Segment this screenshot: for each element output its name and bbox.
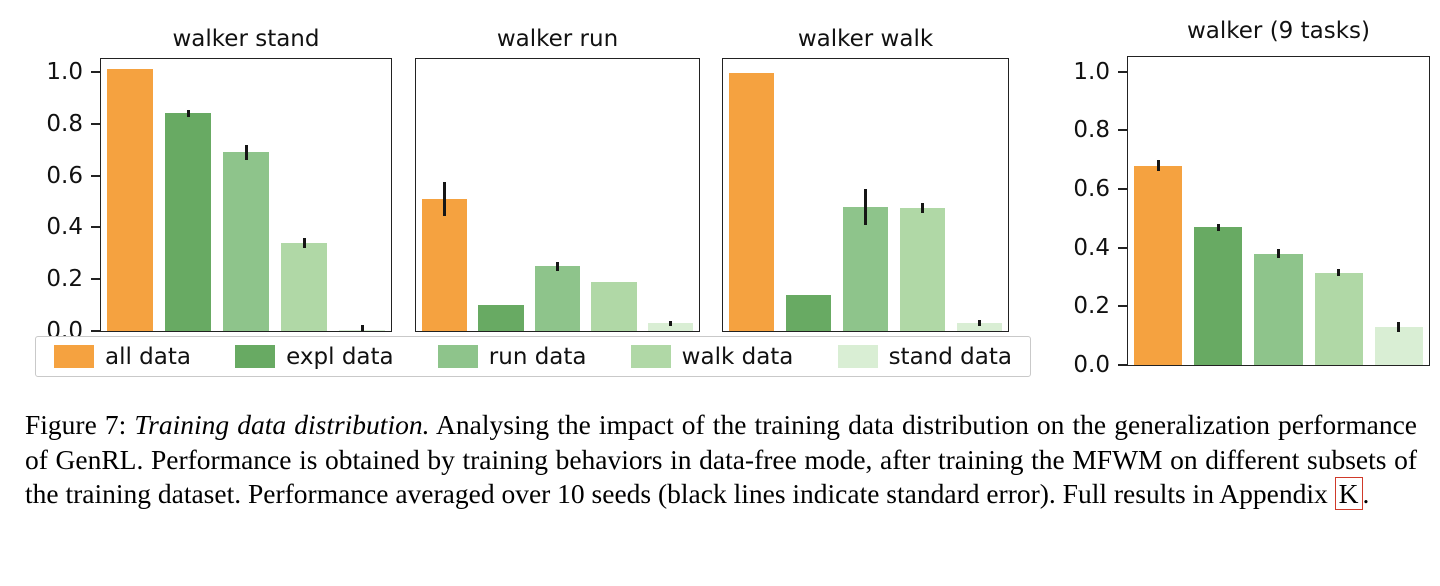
- bar-expl-data: [1194, 227, 1243, 365]
- y-axis-tick-label: 0.2: [46, 266, 83, 293]
- y-axis-tick-label: 0.6: [1073, 176, 1110, 202]
- error-bar: [669, 320, 673, 326]
- legend-label-stand-data: stand data: [888, 343, 1012, 370]
- bar-expl-data: [164, 113, 212, 331]
- legend: all data expl data run data walk data st…: [35, 336, 1031, 377]
- y-axis-tick: [1118, 70, 1127, 73]
- y-axis-tick-label: 0.4: [1073, 234, 1110, 261]
- bar-run-data: [222, 152, 270, 331]
- y-axis-tick: [91, 226, 100, 229]
- y-axis-tick-label: 0.4: [46, 214, 83, 241]
- bar-walk-data: [591, 281, 637, 331]
- chart-walker-stand: 0.0 0.2 0.4 0.6 0.8 1.0: [46, 58, 392, 344]
- y-axis-tick: [1118, 364, 1127, 366]
- y-axis-tick-label: 0.0: [1073, 352, 1110, 378]
- y-axis-tick: [91, 278, 100, 281]
- legend-label-all-data: all data: [105, 343, 191, 370]
- bar-all-data: [421, 198, 467, 331]
- y-axis-tick-label: 0.6: [46, 162, 83, 189]
- y-axis-tick: [1118, 305, 1127, 308]
- bar-walk-data: [1314, 272, 1363, 365]
- bar-expl-data: [478, 305, 524, 331]
- error-bar: [921, 202, 924, 214]
- y-axis-tick: [1118, 129, 1127, 132]
- chart-walker-9-tasks: 0.0 0.2 0.4 0.6 0.8 1.0: [1073, 56, 1430, 378]
- legend-item-all-data: all data: [54, 344, 191, 370]
- error-bar: [1156, 160, 1160, 171]
- y-axis-tick-label: 0.8: [1073, 117, 1110, 144]
- bar-stand-data: [648, 323, 694, 331]
- legend-item-stand-data: stand data: [837, 343, 1012, 370]
- bar-run-data: [842, 206, 889, 331]
- error-bar: [1397, 321, 1401, 333]
- figure-caption: Figure 7: Training data distribution. An…: [25, 408, 1417, 512]
- bar-walk-data: [899, 207, 946, 331]
- legend-swatch-walk-data: [630, 345, 671, 368]
- chart-title-walker-run: walker run: [496, 26, 619, 52]
- error-bar: [556, 261, 559, 271]
- chart-title-walker-9-tasks: walker (9 tasks): [1186, 18, 1370, 44]
- bar-all-data: [106, 69, 154, 331]
- legend-item-run-data: run data: [437, 343, 587, 370]
- legend-swatch-run-data: [437, 345, 478, 368]
- error-bar: [442, 182, 446, 216]
- error-bar: [864, 188, 867, 225]
- legend-label-walk-data: walk data: [681, 343, 794, 370]
- error-bar: [1216, 223, 1220, 231]
- bar-run-data: [1254, 253, 1303, 365]
- bar-run-data: [534, 266, 581, 331]
- chart-walker-walk: [722, 58, 1009, 332]
- y-axis-tick-label: 1.0: [1073, 58, 1110, 85]
- bar-all-data: [728, 73, 775, 331]
- y-axis-tick: [91, 174, 100, 177]
- bar-walk-data: [280, 242, 328, 331]
- y-axis-tick: [1118, 188, 1127, 190]
- legend-swatch-stand-data: [837, 345, 878, 368]
- caption-title: Training data distribution.: [134, 409, 430, 440]
- chart-title-walker-stand: walker stand: [172, 26, 320, 52]
- bar-stand-data: [956, 323, 1003, 331]
- error-bar: [186, 110, 190, 117]
- caption-figure-label: Figure 7:: [25, 409, 127, 440]
- legend-swatch-expl-data: [235, 345, 276, 368]
- caption-body: Analysing the impact of the training dat…: [25, 409, 1417, 509]
- legend-item-walk-data: walk data: [630, 343, 794, 370]
- y-axis-tick: [1118, 246, 1127, 249]
- error-bar: [1277, 248, 1280, 259]
- bar-expl-data: [785, 294, 832, 331]
- bar-stand-data: [1374, 326, 1423, 365]
- y-axis-tick: [91, 70, 100, 73]
- y-axis-tick-label: 0.8: [46, 110, 83, 137]
- y-axis-tick: [91, 122, 100, 125]
- legend-label-expl-data: expl data: [286, 343, 394, 370]
- appendix-k-link[interactable]: K: [1334, 477, 1363, 510]
- legend-item-expl-data: expl data: [235, 343, 394, 370]
- error-bar: [1337, 269, 1341, 277]
- legend-label-run-data: run data: [488, 343, 587, 370]
- caption-period: .: [1362, 478, 1370, 509]
- y-axis-tick-label: 0.2: [1073, 293, 1110, 320]
- error-bar: [360, 324, 364, 331]
- chart-walker-run: [415, 58, 700, 332]
- y-axis-tick: [91, 330, 100, 332]
- y-axis-tick-label: 1.0: [46, 58, 83, 85]
- chart-title-walker-walk: walker walk: [797, 26, 934, 52]
- error-bar: [244, 144, 248, 161]
- legend-swatch-all-data: [54, 345, 94, 368]
- bar-all-data: [1134, 165, 1183, 365]
- error-bar: [978, 320, 981, 327]
- error-bar: [302, 238, 306, 248]
